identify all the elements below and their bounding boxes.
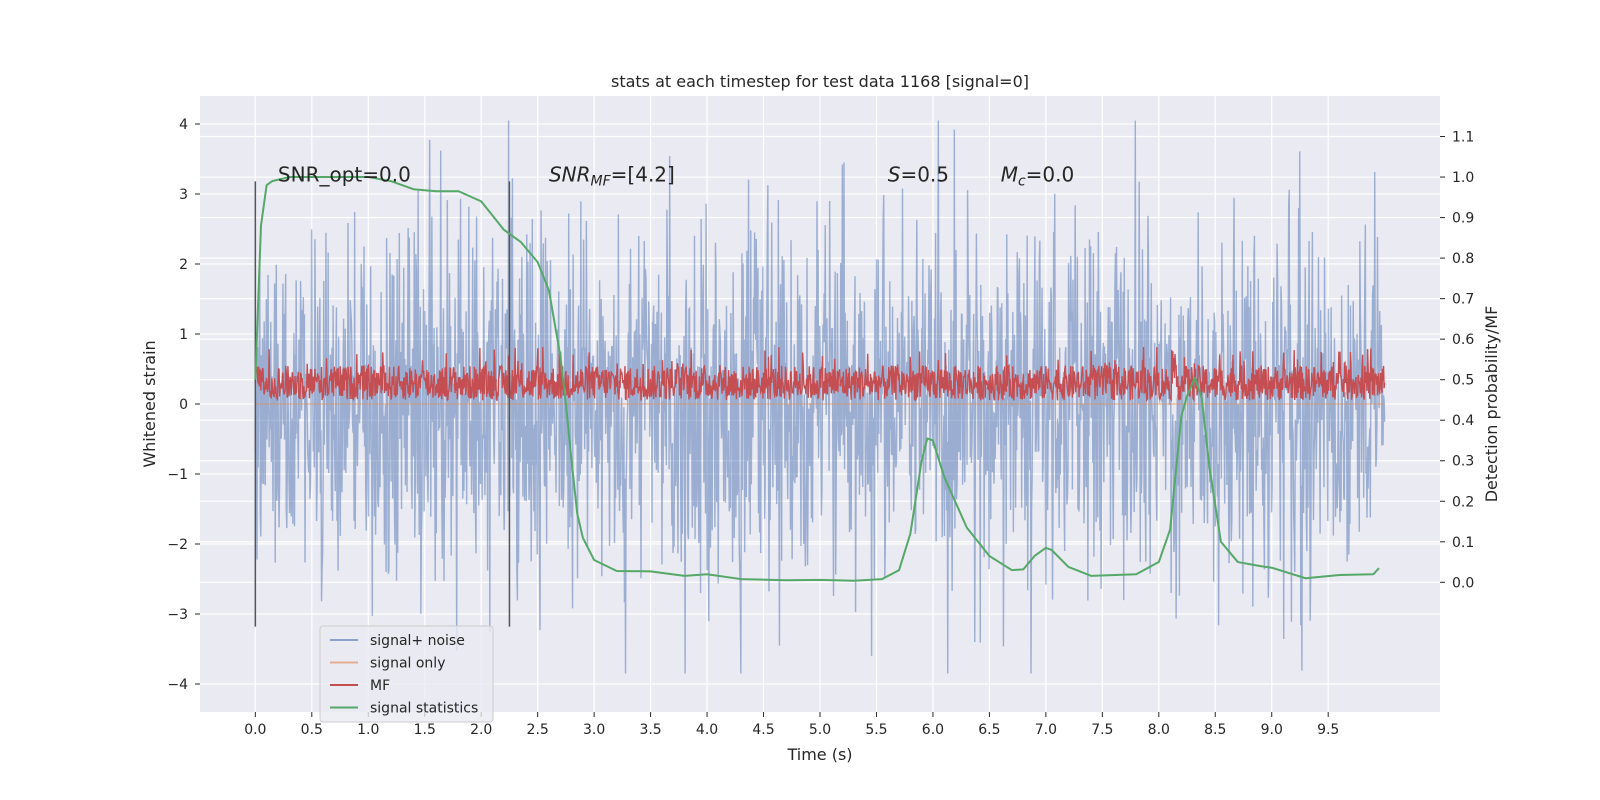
- x-tick-label: 5.5: [865, 722, 887, 738]
- legend-label-2: MF: [370, 678, 390, 694]
- x-tick-label: 8.5: [1204, 722, 1226, 738]
- y-axis-ticks-right: 1.1 1.0 0.9 0.8 0.7 0.6 0.5 0.4 0.3 0.2 0.1 0.0: [1440, 130, 1474, 591]
- y-tick-label: −2: [167, 537, 188, 553]
- y-tick-label: 3: [179, 187, 188, 203]
- legend: signal+ noise signal only MF signal statist…: [319, 625, 494, 723]
- y-tick-label: −4: [167, 677, 188, 693]
- y-right-tick-label: 0.7: [1452, 292, 1474, 308]
- y-axis-ticks-left: 4 3 2 1 0 −1 −2 −3 −4: [167, 117, 200, 693]
- x-tick-label: 3.0: [583, 722, 605, 738]
- x-tick-label: 8.0: [1148, 722, 1170, 738]
- legend-box: [319, 625, 494, 723]
- chart-title: stats at each timestep for test data 116…: [611, 72, 1029, 91]
- series-signal-noise: [254, 120, 1386, 674]
- y-axis-label-left: Whitened strain: [140, 340, 159, 467]
- annotation-1: SNRMF=[4.2]: [549, 162, 675, 189]
- x-tick-label: 9.5: [1317, 722, 1339, 738]
- y-right-tick-label: 0.1: [1452, 535, 1474, 551]
- x-tick-label: 6.5: [978, 722, 1000, 738]
- y-tick-label: 1: [179, 327, 188, 343]
- x-tick-label: 9.0: [1261, 722, 1283, 738]
- annotation-3: Mc=0.0: [1001, 162, 1075, 189]
- y-right-tick-label: 0.0: [1452, 575, 1474, 591]
- y-tick-label: −1: [167, 467, 188, 483]
- legend-label-1: signal only: [370, 656, 445, 672]
- y-right-tick-label: 0.4: [1452, 413, 1474, 429]
- x-tick-label: 1.5: [414, 722, 436, 738]
- y-right-tick-label: 0.2: [1452, 494, 1474, 510]
- x-tick-label: 7.0: [1035, 722, 1057, 738]
- y-right-tick-label: 1.0: [1452, 170, 1474, 186]
- x-tick-label: 2.0: [470, 722, 492, 738]
- x-tick-label: 6.0: [922, 722, 944, 738]
- y-tick-label: 4: [179, 117, 188, 133]
- signal-statistics-line: [254, 176, 1380, 582]
- legend-label-3: signal statistics: [370, 701, 478, 717]
- signal-noise-line: [254, 120, 1386, 674]
- y-right-tick-label: 0.9: [1452, 211, 1474, 227]
- y-axis-label-right: Detection probability/MF: [1482, 306, 1501, 503]
- x-tick-label: 5.0: [809, 722, 831, 738]
- annotation-2: S=0.5: [888, 162, 949, 186]
- y-right-tick-label: 0.5: [1452, 373, 1474, 389]
- legend-label-0: signal+ noise: [370, 633, 465, 649]
- y-right-tick-label: 0.6: [1452, 332, 1474, 348]
- x-axis-label: Time (s): [786, 745, 852, 764]
- x-tick-label: 0.0: [244, 722, 266, 738]
- series-signal-statistics: [254, 176, 1380, 582]
- y-tick-label: −3: [167, 607, 188, 623]
- x-tick-label: 0.5: [301, 722, 323, 738]
- y-right-tick-label: 0.8: [1452, 251, 1474, 267]
- x-axis-ticks: 0.0 0.5 1.0 1.5 2.0 2.5 3.0 3.5 4.0 4.5 5.0 5.5 6.0 6…: [244, 712, 1339, 738]
- x-tick-label: 4.0: [696, 722, 718, 738]
- annotations: SNR_opt=0.0 SNRMF=[4.2] S=0.5 Mc=0.0: [278, 162, 1074, 189]
- y-tick-label: 2: [179, 257, 188, 273]
- y-right-tick-label: 0.3: [1452, 454, 1474, 470]
- y-tick-label: 0: [179, 397, 188, 413]
- x-tick-label: 4.5: [752, 722, 774, 738]
- x-tick-label: 7.5: [1091, 722, 1113, 738]
- x-tick-label: 2.5: [527, 722, 549, 738]
- vertical-markers: [254, 181, 511, 627]
- annotation-0: SNR_opt=0.0: [278, 162, 411, 186]
- y-right-tick-label: 1.1: [1452, 130, 1474, 146]
- x-tick-label: 3.5: [639, 722, 661, 738]
- x-tick-label: 1.0: [357, 722, 379, 738]
